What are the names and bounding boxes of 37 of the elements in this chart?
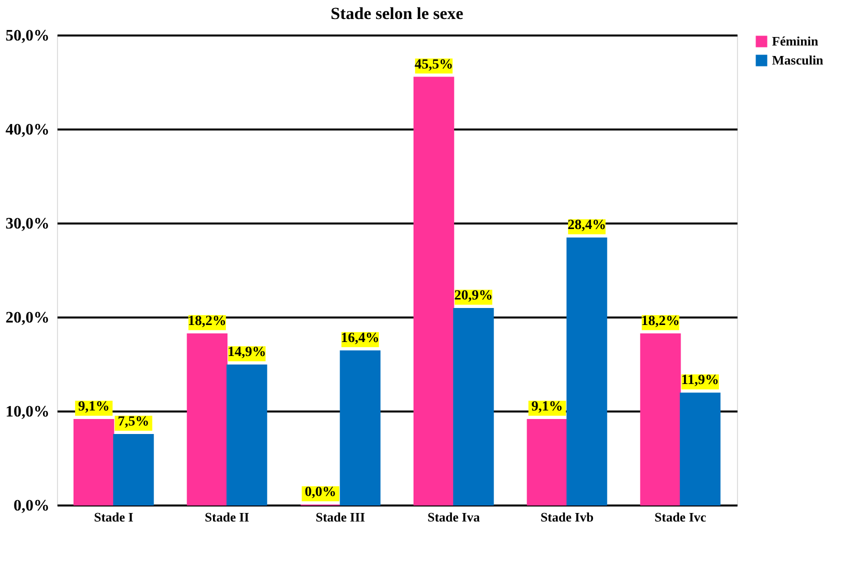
- y-tick-label: 20,0%: [6, 310, 50, 326]
- bar: [226, 364, 268, 506]
- data-label: 14,9%: [228, 344, 266, 360]
- legend-label: Féminin: [772, 34, 819, 48]
- x-tick-label: Stade Iva: [427, 510, 480, 524]
- bar: [526, 418, 568, 506]
- data-label: 11,9%: [681, 373, 720, 388]
- y-tick-label: 10,0%: [6, 404, 50, 420]
- data-label: 9,1%: [78, 399, 110, 414]
- data-label: 16,4%: [340, 330, 380, 346]
- y-tick-label: 0,0%: [14, 498, 50, 514]
- bar: [74, 418, 114, 506]
- y-tick-label: 50,0%: [6, 28, 50, 44]
- chart-title: Stade selon le sexe: [330, 4, 464, 23]
- legend-label: Masculin: [772, 52, 824, 68]
- bar: [113, 434, 154, 506]
- y-tick-label: 40,0%: [6, 122, 50, 138]
- bar: [414, 76, 454, 506]
- bar: [340, 350, 380, 506]
- x-tick-label: Stade III: [316, 510, 366, 524]
- x-tick-label: Stade I: [94, 510, 134, 524]
- data-label: 18,2%: [188, 314, 226, 329]
- x-tick-label: Stade Ivb: [540, 510, 594, 524]
- data-label: 28,4%: [568, 218, 606, 234]
- bar: [680, 392, 720, 506]
- data-label: 7,5%: [118, 414, 150, 430]
- bar: [640, 333, 681, 506]
- x-tick-label: Stade II: [204, 510, 250, 524]
- x-tick-label: Stade Ivc: [654, 510, 706, 524]
- data-label: 0,0%: [304, 485, 336, 500]
- bar: [566, 238, 608, 506]
- data-label: 9,1%: [531, 399, 563, 414]
- data-label: 18,2%: [641, 314, 680, 329]
- data-label: 20,9%: [454, 288, 493, 304]
- y-tick-label: 30,0%: [6, 216, 50, 232]
- bar: [186, 333, 228, 506]
- bar: [453, 308, 494, 506]
